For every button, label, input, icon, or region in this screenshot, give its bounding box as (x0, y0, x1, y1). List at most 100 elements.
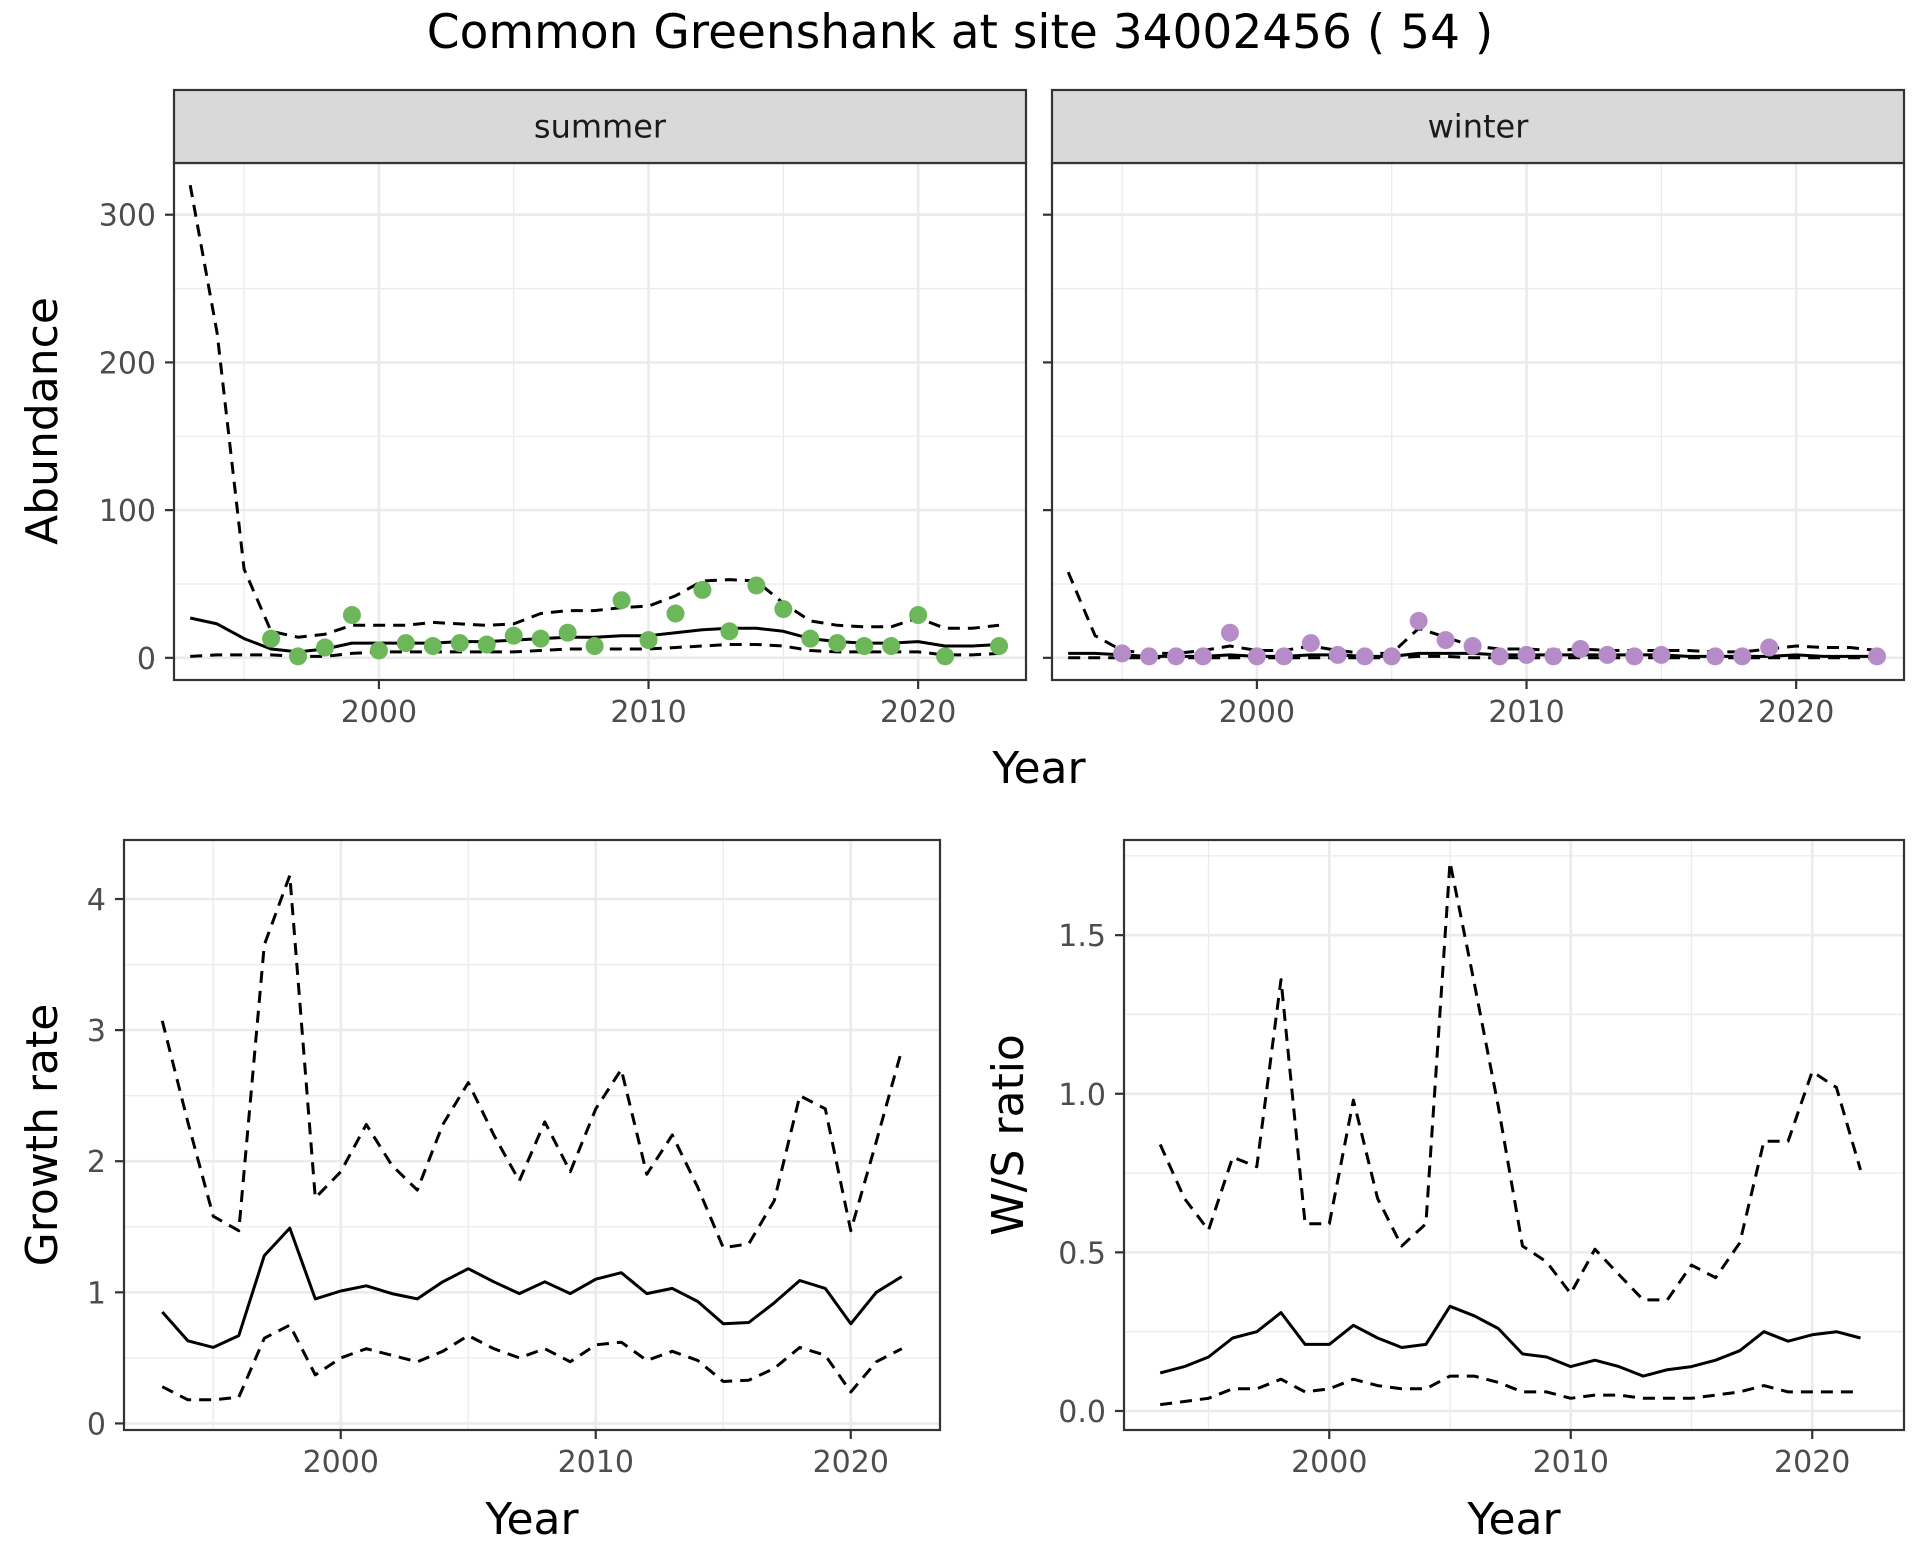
chart-title: Common Greenshank at site 34002456 ( 54 … (427, 5, 1494, 60)
interval-line (160, 873, 904, 1250)
y-tick-label: 4 (87, 883, 106, 918)
interval-line (1158, 860, 1862, 1302)
x-tick-label: 2000 (1219, 695, 1295, 730)
data-point (720, 622, 739, 641)
data-point (774, 600, 793, 619)
facet-strip-label: winter (1428, 108, 1530, 146)
panel-background (124, 840, 940, 1430)
estimate-line (1159, 1304, 1861, 1378)
data-point (1167, 647, 1186, 666)
data-point (450, 634, 469, 653)
x-tick-label: 2020 (880, 695, 956, 730)
data-point (423, 637, 442, 656)
interval-line (1068, 654, 1877, 660)
data-point (855, 637, 874, 656)
data-point (1733, 647, 1752, 666)
data-point (1301, 634, 1320, 653)
data-point (315, 638, 334, 657)
y-tick-label: 1 (87, 1276, 106, 1311)
panel-background (174, 163, 1026, 680)
data-point (666, 604, 685, 623)
panel-border (1122, 838, 1906, 1432)
interval-line (161, 1323, 903, 1402)
data-point (936, 647, 955, 666)
x-tick-label: 2010 (1533, 1445, 1609, 1480)
x-tick-label: 2000 (303, 1445, 379, 1480)
series-group (1066, 571, 1887, 666)
data-point (396, 634, 415, 653)
facet-strip (172, 88, 1028, 165)
data-point (1517, 645, 1536, 664)
data-point (585, 637, 604, 656)
data-point (612, 591, 631, 610)
y-axis-title: Abundance (17, 297, 68, 545)
y-axis-title: W/S ratio (983, 1034, 1034, 1236)
panel-growth-rate: 2000 2010 2020 0 1 2 3 4 Year Growth rate (17, 838, 942, 1545)
data-point (1868, 647, 1887, 666)
data-point (531, 629, 550, 648)
data-point (504, 626, 523, 645)
data-point (1328, 645, 1347, 664)
x-tick-label: 2000 (1291, 1445, 1367, 1480)
data-point (801, 629, 820, 648)
data-point (558, 623, 577, 642)
series-group (160, 873, 904, 1402)
data-point (1274, 647, 1293, 666)
x-tick-label: 2010 (610, 695, 686, 730)
data-point (1706, 647, 1725, 666)
data-point (1382, 647, 1401, 666)
panel-abundance-summer: summer 2000 2010 2020 0 100 200 300 Abundance (17, 88, 1028, 730)
series-group (188, 184, 1009, 666)
facet-strip-label: summer (534, 108, 667, 146)
y-tick-label: 200 (99, 346, 156, 381)
estimate-line (161, 1226, 903, 1349)
y-tick-label: 2 (87, 1145, 106, 1180)
y-tick-label: 0.0 (1058, 1395, 1106, 1430)
x-axis-title: Year (484, 1494, 579, 1545)
plots: summer 2000 2010 2020 0 100 200 300 Abundance win… (17, 88, 1906, 1545)
data-point (882, 637, 901, 656)
data-point (1760, 638, 1779, 657)
series-group (1158, 860, 1862, 1407)
x-axis-title: Year (1466, 1494, 1561, 1545)
y-tick-label: 100 (99, 494, 156, 529)
x-tick-label: 2020 (1758, 695, 1834, 730)
data-point (1490, 647, 1509, 666)
y-tick-label: 0 (87, 1407, 106, 1442)
y-tick-label: 1.5 (1058, 919, 1106, 954)
data-point (1598, 645, 1617, 664)
x-tick-label: 2000 (341, 695, 417, 730)
x-tick-label: 2010 (1488, 695, 1564, 730)
y-tick-label: 3 (87, 1014, 106, 1049)
data-point (1463, 637, 1482, 656)
data-point (639, 631, 658, 650)
x-axis-title: Year (991, 743, 1086, 794)
y-tick-label: 1.0 (1058, 1078, 1106, 1113)
data-point (1625, 647, 1644, 666)
y-tick-label: 0 (137, 642, 156, 677)
data-point (477, 635, 496, 654)
data-point (909, 606, 928, 625)
data-point (1193, 647, 1212, 666)
panel-background (1052, 163, 1904, 680)
data-point (1652, 645, 1671, 664)
data-point (1113, 644, 1132, 663)
data-point (1409, 611, 1428, 630)
data-point (747, 576, 766, 595)
data-point (1355, 647, 1374, 666)
x-tick-label: 2010 (558, 1445, 634, 1480)
panel-border (122, 838, 942, 1432)
data-point (262, 629, 281, 648)
data-point (1247, 647, 1266, 666)
x-tick-label: 2020 (813, 1445, 889, 1480)
data-point (1571, 639, 1590, 658)
facet-strip (1050, 88, 1906, 165)
panel-ws-ratio: 2000 2010 2020 0.0 0.5 1.0 1.5 Year W/S ratio (983, 838, 1906, 1545)
data-point (693, 580, 712, 599)
data-point (342, 606, 361, 625)
interval-line (1160, 1374, 1861, 1407)
y-tick-label: 0.5 (1058, 1236, 1106, 1271)
data-point (990, 637, 1009, 656)
data-point (828, 634, 847, 653)
